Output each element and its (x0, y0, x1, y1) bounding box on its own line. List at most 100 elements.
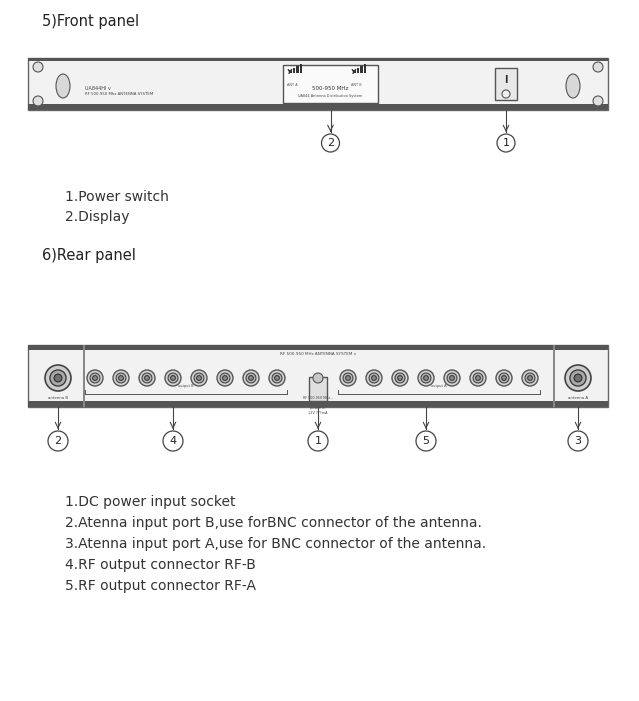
Circle shape (522, 370, 538, 386)
Text: 5.RF output connector RF-A: 5.RF output connector RF-A (65, 579, 256, 593)
Circle shape (220, 373, 230, 383)
Circle shape (392, 370, 408, 386)
Text: I: I (504, 75, 508, 85)
Ellipse shape (56, 74, 70, 98)
Text: UA844 Antenna Distribution System: UA844 Antenna Distribution System (298, 94, 363, 98)
Text: antenna B: antenna B (48, 396, 68, 400)
Text: RF 500-950 Mhz ANTENNA SYSTEM: RF 500-950 Mhz ANTENNA SYSTEM (85, 92, 153, 96)
Circle shape (93, 376, 97, 381)
Bar (300, 64, 302, 73)
Circle shape (397, 376, 403, 381)
Circle shape (502, 376, 506, 381)
Circle shape (269, 370, 285, 386)
Circle shape (33, 96, 43, 106)
Text: ANT B: ANT B (351, 83, 362, 87)
Bar (553, 345, 555, 407)
Circle shape (87, 370, 103, 386)
Circle shape (217, 370, 233, 386)
Circle shape (45, 365, 71, 391)
Circle shape (418, 370, 434, 386)
Text: 5: 5 (422, 436, 429, 446)
Circle shape (450, 376, 454, 381)
Circle shape (321, 134, 339, 152)
Text: 2: 2 (327, 138, 334, 148)
Text: 2.Display: 2.Display (65, 210, 130, 224)
Text: Y: Y (287, 69, 292, 75)
Circle shape (447, 373, 457, 383)
Text: 6)Rear panel: 6)Rear panel (42, 248, 136, 263)
Circle shape (191, 370, 207, 386)
Bar (289, 70, 291, 73)
Circle shape (568, 431, 588, 451)
Text: 1.DC power input socket: 1.DC power input socket (65, 495, 236, 509)
Circle shape (528, 376, 532, 381)
Bar (495, 68, 517, 100)
Circle shape (424, 376, 428, 381)
Circle shape (272, 373, 282, 383)
Circle shape (119, 376, 123, 381)
Circle shape (194, 373, 204, 383)
Circle shape (372, 376, 376, 381)
Bar (309, 377, 327, 401)
Bar (83, 345, 85, 407)
Circle shape (197, 376, 201, 381)
Text: 2.Atenna input port B,use forBNC connector of the antenna.: 2.Atenna input port B,use forBNC connect… (65, 516, 482, 530)
Text: 500-950 MHz: 500-950 MHz (312, 86, 349, 92)
Circle shape (395, 373, 405, 383)
Bar (293, 68, 295, 73)
Circle shape (116, 373, 126, 383)
Circle shape (574, 374, 582, 382)
Bar (28, 58, 608, 61)
Bar (28, 345, 608, 350)
Circle shape (163, 431, 183, 451)
Bar (28, 345, 608, 407)
Text: UA844HI v: UA844HI v (85, 86, 111, 91)
Circle shape (369, 373, 379, 383)
Circle shape (33, 62, 43, 72)
Bar (360, 66, 362, 73)
Circle shape (54, 374, 62, 382)
Circle shape (473, 373, 483, 383)
Circle shape (496, 370, 512, 386)
Circle shape (313, 373, 323, 383)
Circle shape (142, 373, 152, 383)
Circle shape (499, 373, 509, 383)
Text: RF 500-950 MHz...: RF 500-950 MHz... (303, 396, 333, 400)
Circle shape (497, 134, 515, 152)
Circle shape (416, 431, 436, 451)
Circle shape (275, 376, 279, 381)
Text: 2: 2 (54, 436, 61, 446)
Text: 3: 3 (574, 436, 581, 446)
Text: power in: power in (311, 406, 326, 410)
Circle shape (366, 370, 382, 386)
Circle shape (222, 376, 227, 381)
Circle shape (340, 370, 356, 386)
Text: ANT A: ANT A (287, 83, 298, 87)
Circle shape (171, 376, 175, 381)
Circle shape (565, 365, 591, 391)
Circle shape (246, 373, 256, 383)
Circle shape (165, 370, 181, 386)
Ellipse shape (566, 74, 580, 98)
Bar (28, 58, 608, 110)
Text: 5)Front panel: 5)Front panel (42, 14, 139, 29)
Circle shape (444, 370, 460, 386)
Circle shape (421, 373, 431, 383)
Bar (357, 68, 359, 73)
Circle shape (343, 373, 353, 383)
Text: 3.Atenna input port A,use for BNC connector of the antenna.: 3.Atenna input port A,use for BNC connec… (65, 537, 486, 551)
Circle shape (502, 90, 510, 98)
Text: 4: 4 (169, 436, 176, 446)
Text: antenna A: antenna A (568, 396, 588, 400)
Bar (353, 70, 355, 73)
Circle shape (144, 376, 150, 381)
Circle shape (113, 370, 129, 386)
Circle shape (50, 370, 66, 386)
Circle shape (308, 431, 328, 451)
Circle shape (243, 370, 259, 386)
Text: 4.RF output connector RF-B: 4.RF output connector RF-B (65, 558, 256, 572)
Circle shape (48, 431, 68, 451)
Bar (28, 104, 608, 110)
Text: Y: Y (351, 69, 356, 75)
Circle shape (593, 96, 603, 106)
